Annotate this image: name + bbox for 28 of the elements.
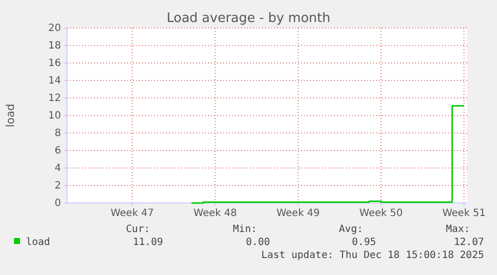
legend-label: load [26,237,50,248]
y-tick-label: 4 [54,163,61,174]
x-tick-label: Week 50 [359,208,403,220]
text: 12.07 [454,237,484,248]
text: Cur: [126,224,150,235]
y-tick-label: 14 [48,76,61,87]
y-tick-label: 12 [48,93,61,104]
y-tick-label: 2 [54,180,61,192]
x-tick-label: Week 48 [194,208,237,220]
x-tick-label: Week 47 [110,208,154,220]
y-tick-label: 20 [48,23,61,34]
x-tick-label: Week 51 [442,208,486,220]
y-tick-label: 8 [54,128,61,140]
text: 0.00 [246,237,270,248]
text: Last update: Thu Dec 18 15:00:18 2025 [261,250,484,261]
y-axis-title: load [4,104,17,128]
x-tick-label: Week 49 [276,208,320,220]
text: Min: [232,224,257,235]
text: 0.95 [352,237,376,248]
chart-title: Load average - by month [166,11,330,26]
y-tick-label: 16 [48,58,61,70]
y-tick-label: 18 [48,40,61,52]
text: Avg: [338,224,363,235]
text: Max: [446,224,470,235]
text: 11.09 [132,237,163,248]
y-tick-label: 0 [54,198,61,210]
y-tick-label: 10 [48,110,61,122]
y-tick-label: 6 [54,146,61,157]
